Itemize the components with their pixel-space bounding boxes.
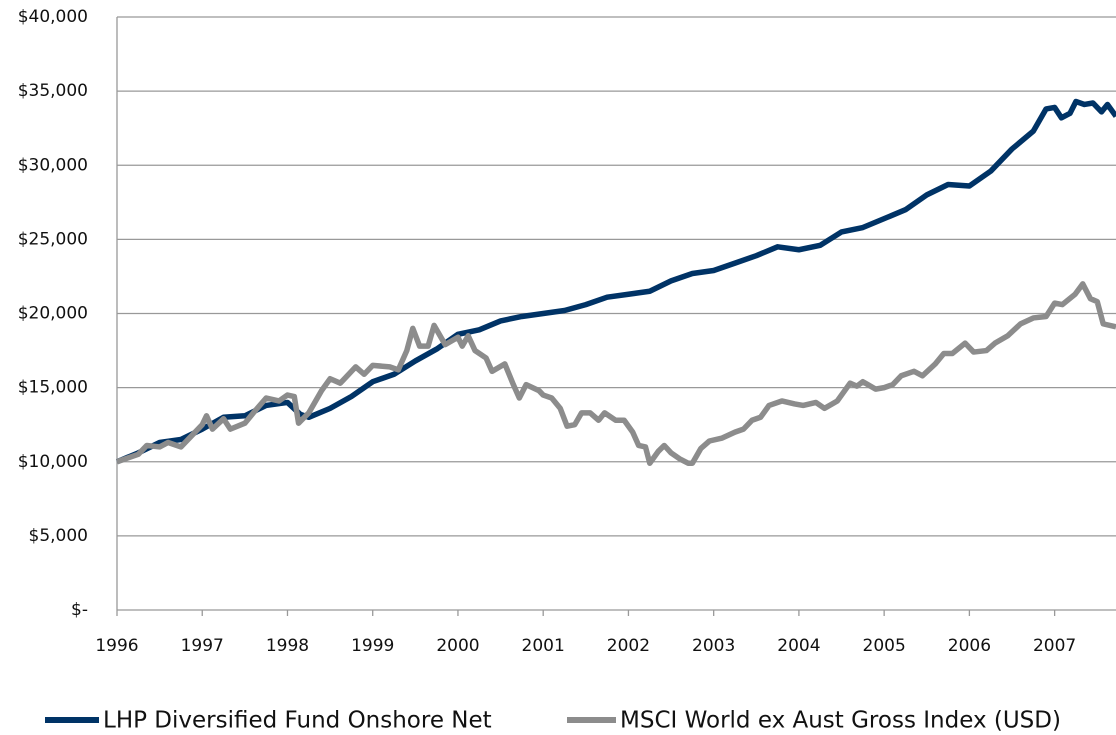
x-tick-label: 2005 [863, 636, 906, 656]
x-tick-label: 2006 [948, 636, 991, 656]
x-tick-label: 2000 [436, 636, 479, 656]
series-line [116, 281, 1116, 466]
y-tick-label: $5,000 [29, 526, 88, 546]
y-tick-label: $15,000 [18, 378, 88, 398]
legend-label: MSCI World ex Aust Gross Index (USD) [620, 708, 1061, 734]
x-tick-label: 1999 [351, 636, 394, 656]
x-tick-label: 2001 [522, 636, 565, 656]
y-tick-label: $25,000 [18, 229, 88, 249]
x-tick-label: 2002 [607, 636, 650, 656]
x-tick-label: 1996 [95, 636, 138, 656]
x-tick-label: 2003 [692, 636, 735, 656]
x-tick-label: 1997 [181, 636, 224, 656]
y-tick-label: $40,000 [18, 7, 88, 27]
y-tick-label: $20,000 [18, 304, 88, 324]
x-tick-label: 1998 [266, 636, 309, 656]
legend-label: LHP Diversified Fund Onshore Net [103, 708, 492, 734]
y-tick-label: $35,000 [18, 81, 88, 101]
x-tick-label: 2004 [777, 636, 820, 656]
x-tick-label: 2007 [1033, 636, 1076, 656]
y-tick-label: $- [71, 600, 88, 620]
y-tick-label: $10,000 [18, 452, 88, 472]
y-tick-label: $30,000 [18, 155, 88, 175]
series-line [115, 98, 1116, 465]
